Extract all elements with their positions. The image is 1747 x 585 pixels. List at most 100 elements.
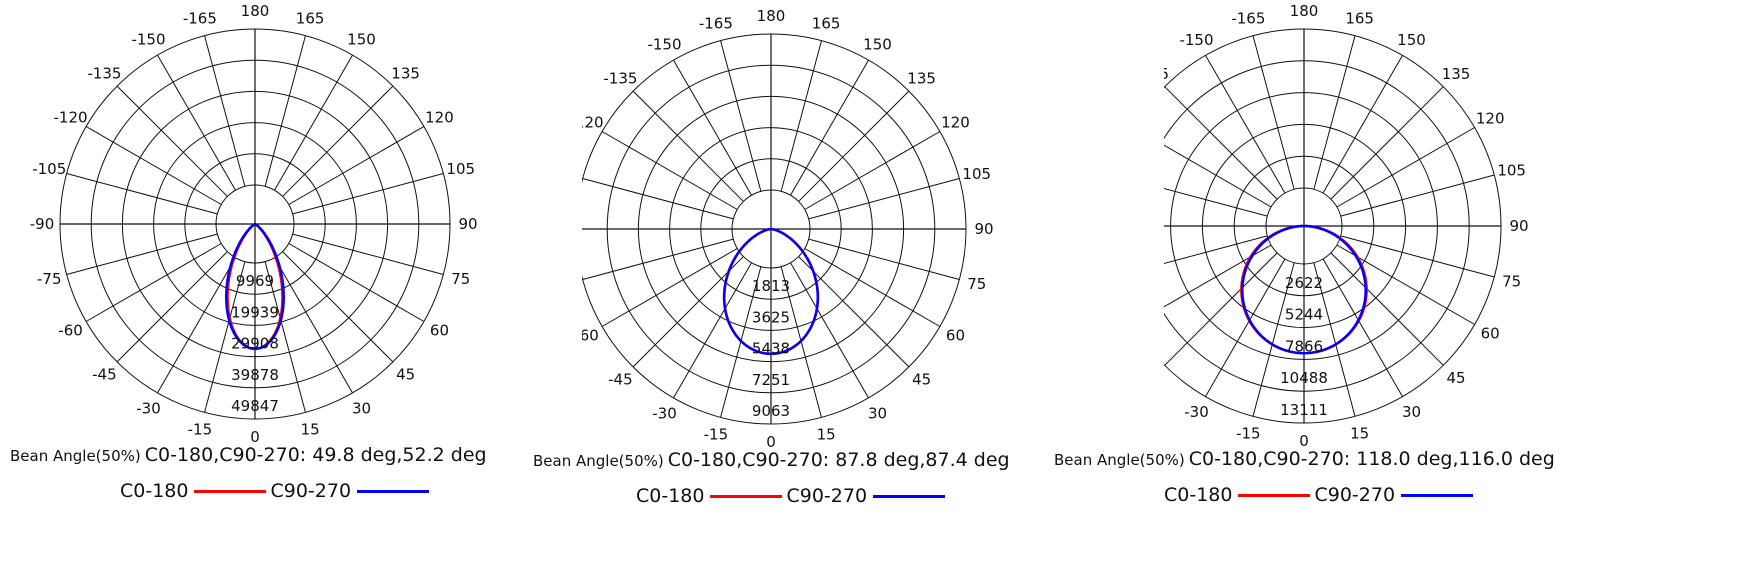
angle-tick-label: 75	[967, 275, 986, 293]
series-curve-C90-270	[225, 222, 285, 351]
angle-tick-label: -120	[582, 114, 604, 132]
angle-tick-label: -150	[131, 31, 165, 49]
grid-spoke	[85, 243, 222, 322]
beam-angle-values: C0-180,C90-270: 87.8 deg,87.4 deg	[667, 449, 1010, 471]
radial-tick-label: 7866	[1285, 337, 1323, 355]
beam-angle-values: C0-180,C90-270: 118.0 deg,116.0 deg	[1188, 448, 1555, 470]
legend: C0-180 C90-270	[120, 480, 433, 502]
angle-tick-label: -60	[582, 327, 599, 345]
legend-label-c0-180: C0-180	[120, 480, 189, 502]
angle-tick-label: 0	[1299, 432, 1309, 450]
beam-angle-prefix: Bean Angle(50%)	[1054, 451, 1185, 469]
legend-label-c90-270: C90-270	[1314, 484, 1396, 506]
legend-swatch-c90-270	[357, 489, 430, 493]
angle-tick-label: 165	[296, 9, 325, 27]
grid-spoke	[673, 262, 752, 399]
polar-chart-1: 180 165 150 135 120 105 90 75 60 45 30 15 0 -15 -30 -45…	[0, 0, 582, 585]
angle-tick-label: -105	[32, 160, 66, 178]
grid-spoke	[1340, 174, 1495, 217]
angle-tick-label: 90	[974, 220, 993, 238]
angle-tick-label: 75	[451, 270, 470, 288]
radial-tick-label: 9969	[236, 272, 274, 290]
grid-spoke	[1336, 127, 1475, 208]
angle-tick-label: 165	[1345, 9, 1374, 27]
radial-tick-label: 2622	[1285, 274, 1323, 292]
grid-spoke	[1330, 86, 1444, 200]
grid-spoke	[274, 257, 353, 394]
beam-angle-caption: Bean Angle(50%) C0-180,C90-270: 87.8 deg,…	[533, 449, 1010, 471]
radial-tick-label: 13111	[1280, 401, 1328, 419]
grid-spoke	[1340, 235, 1495, 278]
angle-tick-label: 180	[1290, 2, 1319, 20]
angle-tick-label: -15	[1236, 425, 1261, 443]
grid-spoke	[274, 54, 353, 191]
grid-spoke	[1164, 244, 1272, 308]
angle-tick-label: -165	[183, 9, 217, 27]
grid-spoke	[673, 59, 752, 196]
grid-spoke	[157, 257, 236, 394]
grid-spoke	[1164, 235, 1268, 265]
angle-tick-label: -30	[1184, 403, 1209, 421]
grid-spoke	[601, 248, 738, 327]
legend-swatch-c90-270	[1401, 493, 1474, 497]
angle-tick-label: -135	[1164, 65, 1169, 83]
angle-tick-label: 105	[1497, 161, 1526, 179]
grid-spoke	[780, 40, 822, 192]
angle-tick-label: 135	[1442, 65, 1471, 83]
angle-tick-label: 180	[757, 7, 786, 25]
grid-spoke	[1164, 187, 1268, 217]
angle-tick-label: -45	[608, 371, 633, 389]
polar-chart-3: 1801651501351201059075604530150-15-30-45…	[1054, 0, 1746, 585]
angle-tick-label: 30	[1402, 403, 1421, 421]
angle-tick-label: 60	[430, 322, 449, 340]
series-curve-C90-270	[1241, 224, 1367, 355]
angle-tick-label: 120	[941, 114, 970, 132]
angle-tick-label: -135	[603, 69, 637, 87]
angle-tick-label: -120	[54, 109, 88, 127]
radial-tick-label: 10488	[1280, 369, 1328, 387]
angle-tick-label: 75	[1502, 273, 1521, 291]
angle-tick-label: 90	[1509, 217, 1528, 235]
beam-angle-prefix: Bean Angle(50%)	[10, 447, 141, 465]
legend-label-c90-270: C90-270	[270, 480, 352, 502]
beam-angle-caption: Bean Angle(50%) C0-180,C90-270: 49.8 deg,…	[10, 444, 487, 466]
grid-spoke	[1164, 252, 1278, 366]
beam-angle-values: C0-180,C90-270: 49.8 deg,52.2 deg	[144, 444, 487, 466]
grid-spoke	[808, 178, 960, 220]
radial-tick-label: 7251	[752, 371, 790, 389]
grid-spoke	[798, 256, 910, 368]
angle-tick-label: 60	[1481, 325, 1500, 343]
grid-spoke	[204, 35, 246, 187]
polar-chart-2: 180 165 150 135 120 105 90 75 60 45 30 15 0 -15 -30 -45…	[533, 0, 1164, 585]
grid-spoke	[720, 40, 762, 192]
grid-spoke	[1313, 35, 1356, 190]
grid-spoke	[288, 243, 425, 322]
radial-tick-label: 9063	[752, 402, 790, 420]
grid-spoke	[66, 173, 218, 215]
grid-spoke	[582, 178, 734, 220]
angle-tick-label: 30	[352, 399, 371, 417]
beam-angle-prefix: Bean Angle(50%)	[533, 452, 664, 470]
grid-spoke	[1252, 262, 1295, 417]
grid-spoke	[1313, 262, 1356, 417]
angle-tick-label: 105	[446, 160, 475, 178]
grid-spoke	[116, 85, 228, 197]
angle-tick-label: -75	[37, 270, 62, 288]
angle-tick-label: 30	[868, 404, 887, 422]
angle-tick-label: 180	[241, 2, 270, 20]
grid-spoke	[264, 35, 306, 187]
grid-spoke	[292, 173, 444, 215]
radial-tick-label: 5244	[1285, 306, 1323, 324]
grid-spoke	[1205, 55, 1286, 194]
grid-spoke	[601, 131, 738, 210]
legend-swatch-c0-180	[194, 489, 267, 493]
angle-tick-label: 120	[425, 109, 454, 127]
grid-spoke	[288, 126, 425, 205]
beam-angle-caption: Bean Angle(50%) C0-180,C90-270: 118.0 deg…	[1054, 448, 1555, 470]
radial-tick-label: 39878	[231, 366, 279, 384]
polar-plot-svg: 1801651501351201059075604530150-15-30-45…	[1164, 2, 1529, 450]
grid-spoke	[804, 131, 941, 210]
grid-spoke	[157, 54, 236, 191]
